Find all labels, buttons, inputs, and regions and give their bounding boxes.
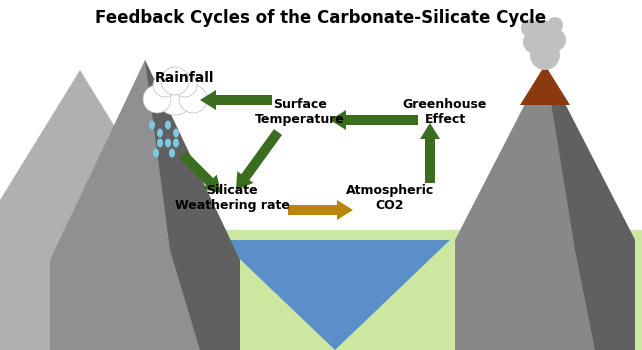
Circle shape bbox=[533, 20, 553, 40]
Ellipse shape bbox=[157, 128, 163, 138]
Circle shape bbox=[153, 73, 177, 97]
Text: Silicate
Weathering rate: Silicate Weathering rate bbox=[175, 184, 290, 212]
Polygon shape bbox=[545, 65, 635, 350]
Circle shape bbox=[161, 67, 189, 95]
FancyArrow shape bbox=[288, 200, 353, 220]
Polygon shape bbox=[145, 60, 240, 350]
Ellipse shape bbox=[173, 139, 179, 147]
Ellipse shape bbox=[157, 139, 163, 147]
FancyArrow shape bbox=[200, 90, 272, 110]
FancyArrow shape bbox=[180, 152, 221, 193]
Circle shape bbox=[544, 29, 566, 51]
Ellipse shape bbox=[165, 120, 171, 130]
Text: Rainfall: Rainfall bbox=[155, 71, 215, 85]
Circle shape bbox=[523, 30, 547, 54]
Circle shape bbox=[143, 85, 171, 113]
Ellipse shape bbox=[173, 128, 179, 138]
Polygon shape bbox=[0, 70, 220, 350]
Polygon shape bbox=[455, 65, 635, 350]
Text: Atmospheric
CO2: Atmospheric CO2 bbox=[346, 184, 434, 212]
FancyArrow shape bbox=[420, 123, 440, 183]
Bar bbox=[0, 230, 642, 350]
Circle shape bbox=[179, 85, 207, 113]
Ellipse shape bbox=[149, 120, 155, 130]
Polygon shape bbox=[220, 240, 450, 350]
Polygon shape bbox=[520, 65, 570, 105]
Circle shape bbox=[173, 73, 197, 97]
Text: Greenhouse
Effect: Greenhouse Effect bbox=[403, 98, 487, 126]
Circle shape bbox=[530, 40, 560, 70]
Circle shape bbox=[547, 17, 563, 33]
Circle shape bbox=[155, 75, 195, 115]
FancyArrow shape bbox=[330, 110, 418, 130]
FancyArrow shape bbox=[236, 129, 282, 190]
Ellipse shape bbox=[165, 139, 171, 147]
Text: Surface
Temperature: Surface Temperature bbox=[255, 98, 345, 126]
Text: Feedback Cycles of the Carbonate-Silicate Cycle: Feedback Cycles of the Carbonate-Silicat… bbox=[96, 9, 546, 27]
Ellipse shape bbox=[169, 148, 175, 158]
Circle shape bbox=[521, 19, 539, 37]
Ellipse shape bbox=[153, 148, 159, 158]
Polygon shape bbox=[50, 60, 240, 350]
